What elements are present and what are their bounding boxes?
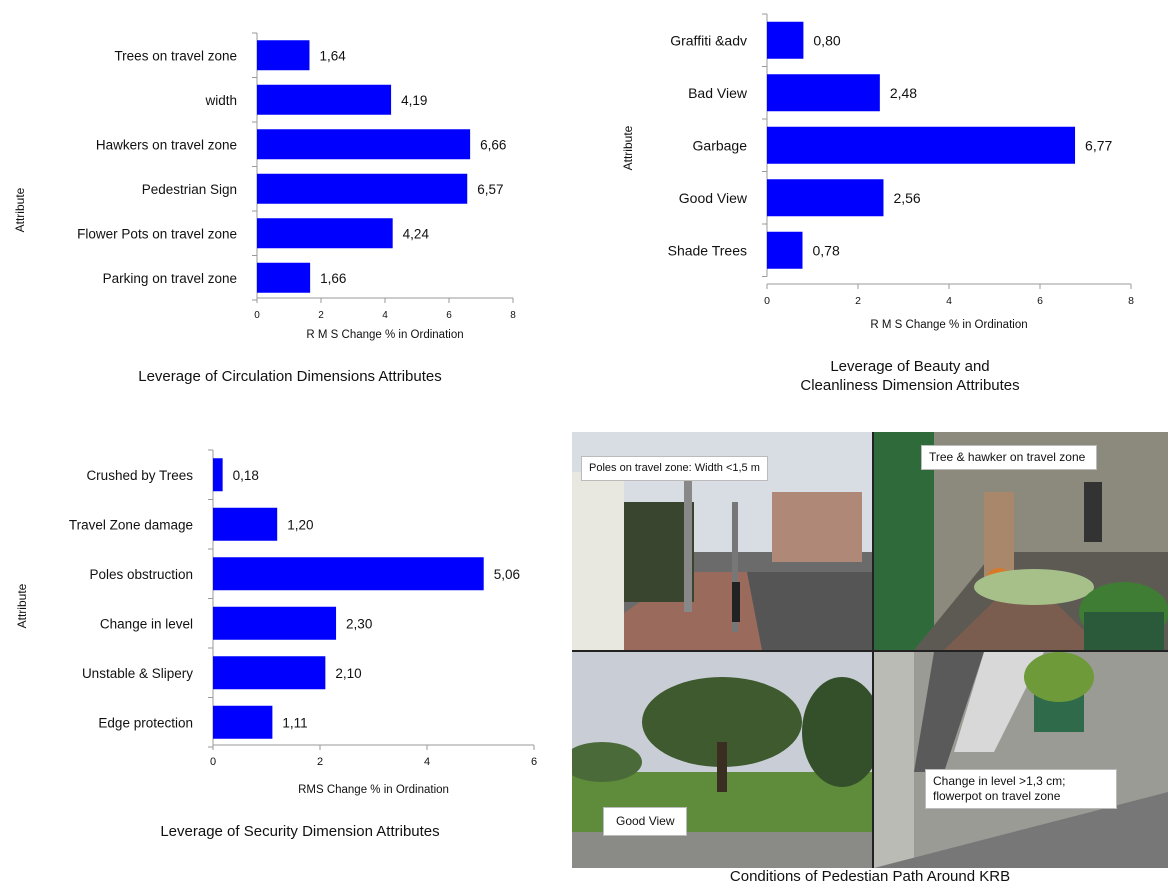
photo-label-good-view: Good View bbox=[604, 808, 687, 835]
bar-1 bbox=[257, 40, 310, 71]
data-label: 0,18 bbox=[233, 468, 259, 483]
beauty-caption-line-1: Leverage of Beauty and bbox=[830, 358, 990, 375]
category-label: Pedestrian Sign bbox=[142, 182, 237, 197]
curb-and-flowerpot-image bbox=[874, 652, 1168, 868]
x-tick-label: 6 bbox=[531, 756, 537, 768]
y-axis-title: Attribute bbox=[621, 125, 635, 170]
category-label: Edge protection bbox=[98, 715, 193, 730]
bar-1 bbox=[213, 458, 223, 492]
bar-3 bbox=[257, 129, 471, 160]
x-tick-label: 4 bbox=[424, 756, 430, 768]
data-label: 2,10 bbox=[335, 666, 361, 681]
category-label: Trees on travel zone bbox=[114, 48, 237, 63]
x-tick-label: 2 bbox=[855, 295, 861, 307]
data-label: 6,66 bbox=[480, 137, 506, 152]
x-tick-label: 2 bbox=[317, 756, 323, 768]
x-tick-label: 0 bbox=[210, 756, 216, 768]
bar-2 bbox=[257, 84, 392, 115]
y-axis-title: Attribute bbox=[13, 187, 27, 232]
bar-2 bbox=[213, 507, 278, 541]
y-axis-title: Attribute bbox=[15, 583, 29, 628]
beauty-cleanliness-chart-caption: Leverage of Beauty and Cleanliness Dimen… bbox=[740, 357, 1080, 395]
x-axis-title: RMS Change % in Ordination bbox=[298, 784, 449, 796]
photo-good-view: Good View bbox=[572, 652, 872, 868]
data-label: 1,11 bbox=[282, 715, 307, 730]
bar-6 bbox=[257, 262, 311, 293]
category-label: Unstable & Slipery bbox=[82, 666, 193, 681]
bar-3 bbox=[767, 126, 1076, 164]
bar-1 bbox=[767, 21, 804, 59]
x-tick-label: 6 bbox=[1037, 295, 1043, 307]
x-tick-label: 2 bbox=[318, 310, 324, 321]
x-tick-label: 8 bbox=[510, 310, 516, 321]
circulation-chart-caption: Leverage of Circulation Dimensions Attri… bbox=[138, 368, 442, 385]
photo-label-poles: Poles on travel zone: Width <1,5 m bbox=[582, 457, 767, 480]
bar-5 bbox=[767, 231, 803, 269]
category-label: Hawkers on travel zone bbox=[96, 137, 237, 152]
bar-3 bbox=[213, 557, 484, 591]
data-label: 4,19 bbox=[401, 93, 427, 108]
data-label: 6,57 bbox=[477, 182, 503, 197]
photo-tree-and-hawker: Tree & hawker on travel zone bbox=[874, 432, 1168, 650]
photo-label-change-in-level: Change in level >1,3 cm; flowerpot on tr… bbox=[926, 770, 1116, 808]
x-tick-label: 0 bbox=[254, 310, 260, 321]
bar-4 bbox=[213, 606, 337, 640]
data-label: 1,64 bbox=[319, 48, 346, 63]
data-label: 2,48 bbox=[890, 85, 917, 101]
beauty-cleanliness-chart: Graffiti &adv 0,80 Bad View 2,48 Garbage 6,77… bbox=[621, 13, 1134, 331]
category-label: Bad View bbox=[688, 85, 748, 101]
data-label: 2,30 bbox=[346, 616, 372, 631]
pedestrian-path-photo-collage: Poles on travel zone: Width <1,5 m Tree … bbox=[572, 432, 1168, 868]
street-with-poles-image bbox=[572, 432, 872, 650]
bar-5 bbox=[213, 656, 326, 690]
photo-change-in-level: Change in level >1,3 cm; flowerpot on tr… bbox=[874, 652, 1168, 868]
data-label: 2,56 bbox=[893, 190, 920, 206]
category-label: Flower Pots on travel zone bbox=[77, 226, 237, 241]
x-tick-label: 0 bbox=[764, 295, 770, 307]
x-tick-label: 4 bbox=[946, 295, 952, 307]
data-label: 0,80 bbox=[813, 32, 840, 48]
data-label: 1,66 bbox=[320, 271, 346, 286]
data-label: 0,78 bbox=[812, 242, 839, 258]
x-axis-title: R M S Change % in Ordination bbox=[306, 329, 463, 341]
beauty-caption-line-2: Cleanliness Dimension Attributes bbox=[800, 377, 1020, 394]
x-tick-label: 4 bbox=[382, 310, 388, 321]
category-label: Garbage bbox=[693, 137, 748, 153]
security-chart-caption: Leverage of Security Dimension Attribute… bbox=[160, 823, 440, 840]
category-label: Travel Zone damage bbox=[69, 517, 193, 532]
category-label: Change in level bbox=[100, 616, 193, 631]
category-label: Parking on travel zone bbox=[103, 271, 237, 286]
bar-4 bbox=[257, 173, 468, 204]
data-label: 5,06 bbox=[494, 567, 520, 582]
category-label: Shade Trees bbox=[668, 242, 747, 258]
x-axis-title: R M S Change % in Ordination bbox=[870, 319, 1027, 331]
photo-label-tree-hawker: Tree & hawker on travel zone bbox=[922, 446, 1096, 469]
category-label: Crushed by Trees bbox=[86, 468, 193, 483]
bar-4 bbox=[767, 179, 884, 217]
bar-6 bbox=[213, 705, 273, 739]
bar-5 bbox=[257, 218, 393, 249]
x-tick-label: 8 bbox=[1128, 295, 1134, 307]
data-label: 1,20 bbox=[287, 517, 313, 532]
photo-poles-on-travel-zone: Poles on travel zone: Width <1,5 m bbox=[572, 432, 872, 650]
security-chart: Crushed by Trees 0,18 Travel Zone damage 1,… bbox=[15, 449, 537, 796]
bar-2 bbox=[767, 74, 880, 112]
x-tick-label: 6 bbox=[446, 310, 452, 321]
category-label: Poles obstruction bbox=[89, 567, 193, 582]
category-label: Good View bbox=[679, 190, 748, 206]
category-label: Graffiti &adv bbox=[670, 32, 747, 48]
data-label: 6,77 bbox=[1085, 137, 1112, 153]
category-label: width bbox=[204, 93, 237, 108]
photo-collage-caption: Conditions of Pedestian Path Around KRB bbox=[729, 868, 1011, 885]
data-label: 4,24 bbox=[403, 226, 430, 241]
circulation-chart: Trees on travel zone 1,64 width 4,19 Hawkers… bbox=[13, 32, 516, 341]
park-view-image bbox=[572, 652, 872, 868]
